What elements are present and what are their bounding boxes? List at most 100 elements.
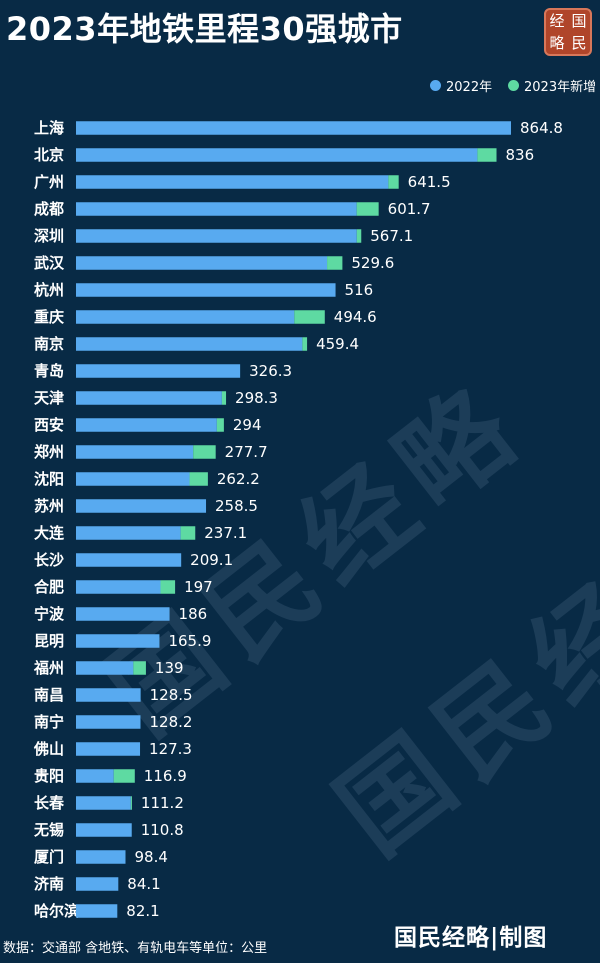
category-label: 昆明: [34, 632, 64, 650]
bar-2022: [76, 337, 303, 351]
value-label: 111.2: [141, 794, 184, 812]
bar-2022: [76, 796, 131, 810]
value-label: 258.5: [215, 497, 258, 515]
bar-2022: [76, 823, 132, 837]
category-label: 武汉: [34, 254, 65, 272]
value-label: 529.6: [351, 254, 394, 272]
legend-swatch-2022: [430, 80, 441, 91]
value-label: 127.3: [149, 740, 192, 758]
bar-2022: [76, 229, 357, 243]
category-label: 南宁: [34, 713, 64, 731]
bar-2022: [76, 580, 161, 594]
bar-2022: [76, 634, 160, 648]
value-label: 165.9: [168, 632, 211, 650]
category-label: 长春: [34, 794, 64, 812]
category-label: 西安: [34, 416, 64, 434]
bar-2023-new: [180, 526, 196, 540]
legend-label-2022: 2022年: [446, 80, 493, 95]
bar-2023-new: [133, 661, 146, 675]
category-label: 重庆: [34, 308, 64, 326]
bar-2022: [76, 121, 511, 135]
value-label: 641.5: [408, 173, 451, 191]
value-label: 139: [155, 659, 184, 677]
category-label: 杭州: [34, 281, 64, 299]
category-label: 苏州: [34, 497, 64, 515]
category-label: 深圳: [34, 227, 64, 245]
category-label: 南昌: [34, 686, 64, 704]
bar-2022: [76, 472, 190, 486]
chart-title: 2023年地铁里程30强城市: [6, 10, 403, 48]
value-label: 98.4: [134, 848, 167, 866]
source-note: 数据：交通部 含地铁、有轨电车等单位：公里: [3, 941, 268, 956]
category-label: 宁波: [34, 605, 65, 623]
logo-char: 民: [571, 34, 587, 52]
value-label: 836: [506, 146, 535, 164]
category-label: 广州: [34, 173, 64, 191]
bar-2022: [76, 391, 222, 405]
value-label: 128.2: [149, 713, 192, 731]
value-label: 277.7: [225, 443, 268, 461]
bar-2023-new: [130, 796, 132, 810]
category-label: 成都: [34, 200, 64, 218]
bar-2022: [76, 499, 207, 513]
bar-2022: [76, 526, 181, 540]
bar-2023-new: [216, 418, 224, 432]
footer-brand: 国民经略|制图: [394, 924, 548, 951]
bar-2022: [76, 904, 118, 918]
bar-2022: [76, 688, 141, 702]
category-label: 济南: [34, 875, 64, 893]
value-label: 494.6: [334, 308, 377, 326]
category-label: 福州: [33, 659, 64, 677]
bar-2023-new: [189, 472, 208, 486]
legend-label-2023-new: 2023年新增: [524, 80, 597, 95]
bar-2022: [76, 877, 119, 891]
bar-2023-new: [388, 175, 399, 189]
category-label: 北京: [34, 146, 64, 164]
value-label: 516: [345, 281, 374, 299]
bar-2023-new: [356, 229, 362, 243]
category-label: 南京: [34, 335, 64, 353]
value-label: 864.8: [520, 119, 563, 137]
category-label: 青岛: [34, 362, 64, 380]
bar-2023-new: [294, 310, 325, 324]
value-label: 209.1: [190, 551, 233, 569]
value-label: 237.1: [204, 524, 247, 542]
logo-char: 略: [549, 34, 565, 52]
value-label: 262.2: [217, 470, 260, 488]
bar-2023-new: [160, 580, 176, 594]
category-label: 天津: [34, 389, 64, 407]
bar-2022: [76, 202, 357, 216]
logo-char: 国: [571, 12, 587, 30]
bar-2022: [76, 256, 328, 270]
category-label: 合肥: [33, 578, 64, 596]
category-label: 哈尔滨: [34, 902, 79, 920]
legend-item-2022: 2022年: [430, 76, 492, 95]
bar-2022: [76, 418, 217, 432]
value-label: 298.3: [235, 389, 278, 407]
bar-2022: [76, 715, 141, 729]
category-label: 贵阳: [34, 767, 64, 785]
category-label: 佛山: [33, 740, 64, 758]
value-label: 116.9: [144, 767, 187, 785]
bar-2023-new: [327, 256, 343, 270]
bar-2023-new: [113, 769, 135, 783]
bar-2023-new: [356, 202, 379, 216]
legend-swatch-2023-new: [508, 80, 519, 91]
value-label: 294: [233, 416, 262, 434]
value-label: 186: [179, 605, 208, 623]
category-label: 沈阳: [34, 470, 64, 488]
legend-item-2023-new: 2023年新增: [508, 76, 596, 95]
bar-2022: [76, 175, 389, 189]
bar-2022: [76, 607, 170, 621]
bar-2022: [76, 310, 295, 324]
value-label: 459.4: [316, 335, 359, 353]
bar-2022: [76, 445, 194, 459]
value-label: 567.1: [370, 227, 413, 245]
value-label: 326.3: [249, 362, 292, 380]
bar-2023-new: [193, 445, 216, 459]
bar-2023-new: [302, 337, 308, 351]
value-label: 82.1: [126, 902, 159, 920]
bar-2022: [76, 769, 114, 783]
bar-2022: [76, 661, 134, 675]
